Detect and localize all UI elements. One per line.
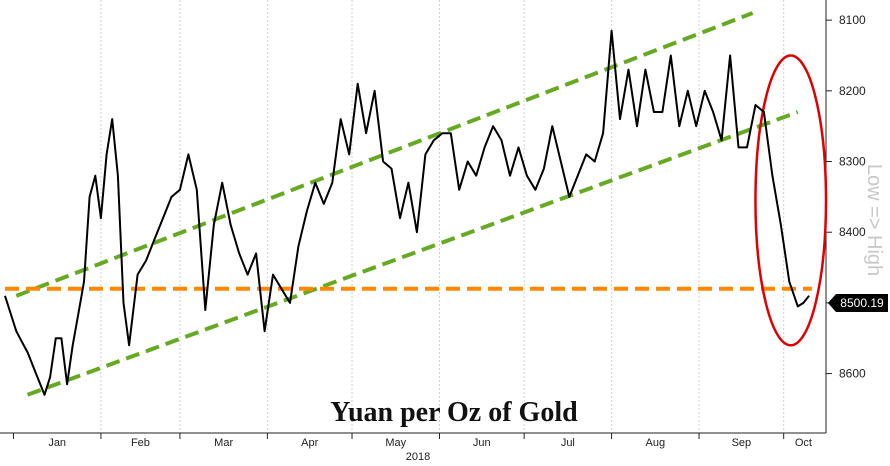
y-tick-label: 8300 [839,155,866,169]
series-layer [4,29,810,396]
last-value-label: 8500.19 [840,296,884,310]
upper-channel-line [15,11,754,298]
x-tick-label: Feb [131,437,150,449]
highlight-ellipse [754,54,828,347]
x-tick-label: Jun [473,437,491,449]
x-tick-label: Mar [214,437,233,449]
x-tick-label: Oct [795,437,812,449]
annotation-layer [5,11,828,397]
price-series-line [4,29,810,396]
x-axis-year-label: 2018 [406,451,430,463]
x-tick-label: Jul [561,437,575,449]
y-tick-label: 8200 [839,84,866,98]
lower-channel-line [26,110,799,397]
y-tick-label: 8100 [839,13,866,27]
axis-layer: 810082008300840085008600JanFebMarAprMayJ… [0,0,866,449]
x-tick-label: Aug [646,437,666,449]
grid-layer [100,0,785,432]
y-axis-label: Low => High [863,164,885,276]
x-tick-label: Apr [301,437,318,449]
label-layer: Yuan per Oz of Gold 2018 Low => High 850… [330,164,888,463]
y-tick-label: 8600 [839,367,866,381]
x-tick-label: May [385,437,406,449]
x-tick-label: Sep [732,437,752,449]
x-tick-label: Jan [48,437,66,449]
chart-title: Yuan per Oz of Gold [330,397,578,428]
last-value-badge [828,294,888,313]
y-tick-label: 8400 [839,225,866,239]
